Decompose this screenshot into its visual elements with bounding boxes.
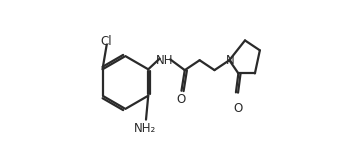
Text: O: O [177,93,186,106]
Text: NH₂: NH₂ [134,122,156,135]
Text: N: N [226,54,234,67]
Text: NH: NH [156,54,174,67]
Text: Cl: Cl [100,35,112,48]
Text: O: O [233,102,242,115]
